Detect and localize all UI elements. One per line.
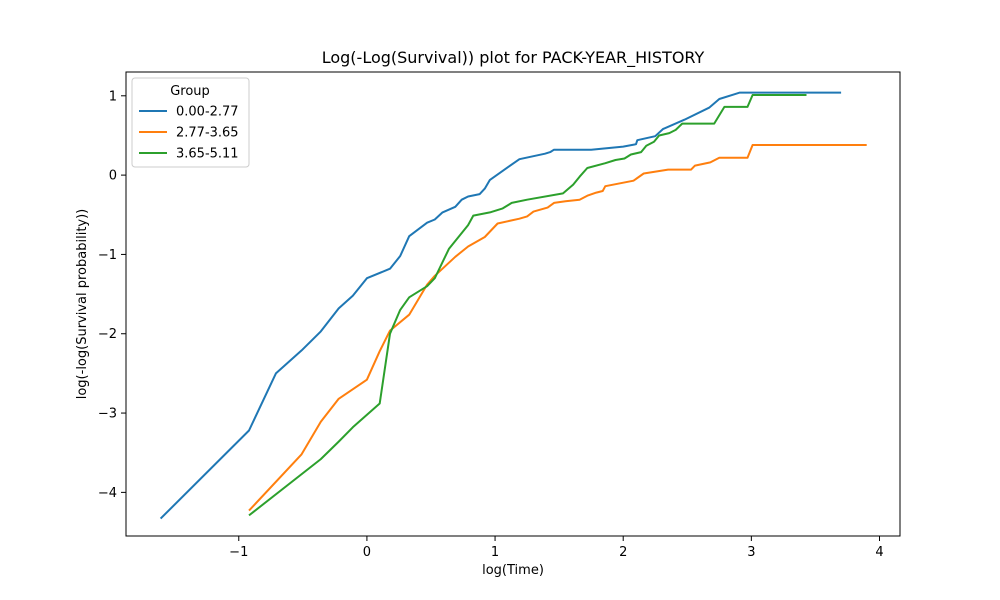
legend-box [131, 77, 250, 168]
x-tick-label: 0 [363, 545, 371, 560]
legend-label-3: 3.65-5.11 [176, 147, 239, 162]
chart-title: Log(-Log(Survival)) plot for PACK-YEAR_H… [322, 48, 705, 68]
x-axis-ticks: −1 0 1 2 3 4 [229, 536, 884, 560]
x-tick-label: −1 [229, 545, 248, 560]
x-tick-label: 4 [875, 545, 883, 560]
x-tick-label: 3 [747, 545, 755, 560]
series-line-3 [248, 94, 807, 517]
y-tick-label: −2 [98, 327, 117, 342]
legend: Group 0.00-2.77 2.77-3.65 3.65-5.11 [131, 77, 250, 168]
y-tick-label: −1 [98, 248, 117, 263]
legend-label-1: 0.00-2.77 [176, 105, 239, 120]
plot-area [126, 72, 900, 536]
y-axis-ticks: −4 −3 −2 −1 0 1 [98, 89, 126, 501]
x-axis-label: log(Time) [482, 563, 544, 578]
y-axis-label: log(-log(Survival probability)) [75, 209, 90, 400]
series-line-1 [159, 91, 842, 520]
x-tick-label: 2 [619, 545, 627, 560]
legend-label-2: 2.77-3.65 [176, 126, 239, 141]
y-tick-label: −3 [98, 407, 117, 422]
plot-frame [125, 71, 901, 537]
series-line-2 [248, 144, 867, 512]
x-tick-label: 1 [491, 545, 499, 560]
y-tick-label: 1 [109, 89, 117, 104]
y-tick-label: −4 [98, 486, 117, 501]
legend-title: Group [170, 84, 210, 99]
y-tick-label: 0 [109, 169, 117, 184]
legend-entries: 0.00-2.77 2.77-3.65 3.65-5.11 [139, 105, 239, 162]
series-layer [159, 91, 867, 520]
